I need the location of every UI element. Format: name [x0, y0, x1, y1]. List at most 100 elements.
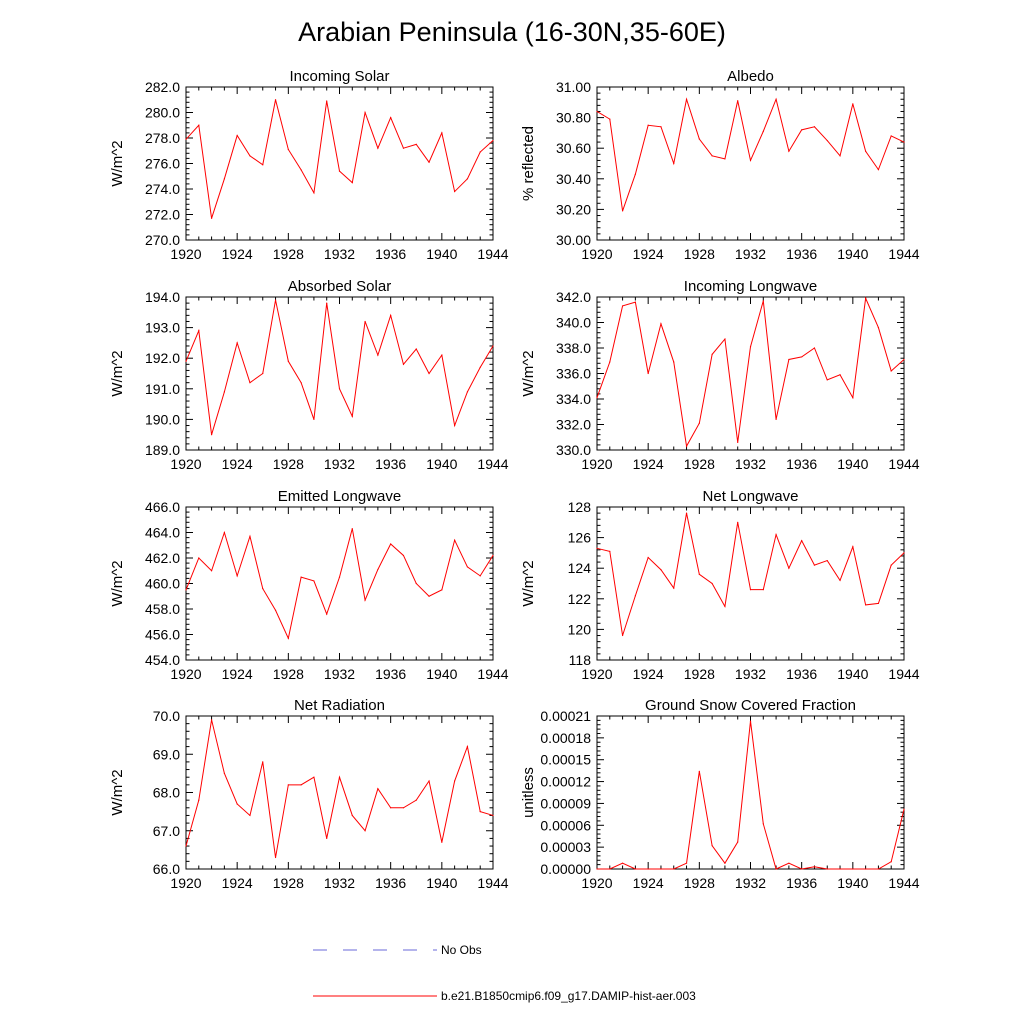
data-point: [185, 360, 187, 362]
data-point: [660, 569, 662, 571]
y-tick-label: 30.40: [556, 171, 591, 187]
data-point: [441, 132, 443, 134]
x-tick-label: 1932: [735, 456, 766, 472]
data-point: [185, 845, 187, 847]
data-point: [428, 161, 430, 163]
data-point: [402, 554, 405, 557]
series-line: [597, 721, 905, 870]
data-point: [788, 862, 790, 864]
data-point: [865, 604, 867, 606]
legend-model-label: b.e21.B1850cmip6.f09_g17.DAMIP-hist-aer.…: [441, 989, 696, 1003]
data-point: [596, 397, 598, 399]
data-point: [454, 539, 456, 541]
x-tick-label: 1932: [735, 246, 766, 262]
data-point: [903, 808, 905, 810]
panels: Incoming Solar W/m^2 1920 1924 1928 1932 1936 1…: [109, 68, 920, 891]
data-point: [839, 579, 841, 582]
panel: Absorbed Solar W/m^2 1920 1924 1928 1932 1936 1…: [109, 278, 509, 472]
data-point: [596, 110, 598, 113]
y-axis-label: W/m^2: [109, 560, 126, 606]
data-point: [826, 379, 828, 381]
data-point: [390, 314, 392, 316]
data-point: [492, 139, 494, 142]
data-point: [621, 210, 624, 212]
data-point: [415, 799, 417, 801]
data-point: [223, 391, 225, 393]
data-point: [890, 861, 892, 863]
y-tick-label: 278.0: [145, 130, 180, 146]
y-tick-label: 128: [568, 499, 592, 515]
x-tick-label: 1944: [477, 246, 508, 262]
data-point: [788, 567, 790, 569]
x-tick-label: 1924: [222, 875, 253, 891]
data-point: [210, 217, 213, 219]
x-tick-label: 1920: [170, 456, 201, 472]
data-point: [737, 100, 739, 102]
series-line: [185, 719, 494, 858]
data-point: [839, 374, 841, 376]
panel-title: Incoming Longwave: [684, 278, 817, 295]
data-point: [198, 330, 200, 332]
data-point: [351, 415, 353, 417]
data-point: [737, 521, 739, 523]
data-point: [852, 868, 854, 870]
x-tick-label: 1936: [375, 246, 406, 262]
data-point: [313, 192, 315, 194]
data-point: [390, 543, 392, 545]
data-point: [479, 811, 481, 813]
y-axis-label: W/m^2: [520, 560, 537, 606]
x-tick-label: 1936: [786, 875, 817, 891]
y-tick-label: 191.0: [145, 381, 180, 397]
x-tick-label: 1936: [786, 456, 817, 472]
y-tick-label: 456.0: [145, 627, 180, 643]
data-point: [198, 799, 200, 801]
x-tick-label: 1928: [273, 246, 304, 262]
data-point: [415, 348, 417, 350]
plot-frame: [185, 506, 494, 661]
data-point: [364, 320, 366, 323]
x-tick-label: 1920: [581, 666, 612, 682]
data-point: [249, 155, 251, 157]
data-point: [826, 559, 828, 562]
series-line: [596, 296, 905, 448]
y-tick-label: 69.0: [153, 746, 180, 762]
x-tick-label: 1924: [222, 666, 253, 682]
data-point: [839, 155, 841, 157]
data-point: [338, 170, 341, 172]
y-tick-label: 330.0: [556, 442, 591, 458]
data-point: [223, 531, 225, 534]
x-tick-label: 1920: [581, 875, 612, 891]
data-point: [775, 418, 777, 420]
data-point: [287, 148, 289, 151]
data-point: [801, 868, 803, 870]
x-tick-label: 1928: [684, 456, 715, 472]
data-point: [737, 441, 739, 443]
data-point: [492, 345, 494, 347]
data-point: [274, 609, 277, 611]
y-tick-label: 30.60: [556, 140, 591, 156]
data-point: [775, 98, 777, 100]
data-point: [685, 445, 688, 447]
data-point: [660, 126, 662, 128]
data-point: [210, 719, 213, 721]
y-tick-label: 340.0: [556, 315, 591, 331]
y-tick-label: 126: [568, 530, 592, 546]
data-point: [479, 151, 481, 153]
y-tick-label: 0.00018: [540, 730, 591, 746]
x-tick-label: 1932: [324, 666, 355, 682]
data-point: [377, 788, 379, 790]
data-point: [698, 138, 700, 140]
data-point: [428, 595, 430, 597]
data-point: [788, 358, 790, 361]
data-point: [673, 587, 675, 589]
data-point: [402, 363, 405, 365]
data-point: [262, 588, 264, 590]
data-point: [711, 845, 713, 847]
x-tick-label: 1924: [222, 456, 253, 472]
data-point: [673, 868, 675, 870]
y-tick-label: 118: [569, 652, 592, 668]
x-tick-label: 1944: [888, 246, 919, 262]
data-point: [724, 605, 726, 608]
y-tick-label: 0.00003: [540, 839, 591, 855]
data-point: [326, 837, 328, 840]
